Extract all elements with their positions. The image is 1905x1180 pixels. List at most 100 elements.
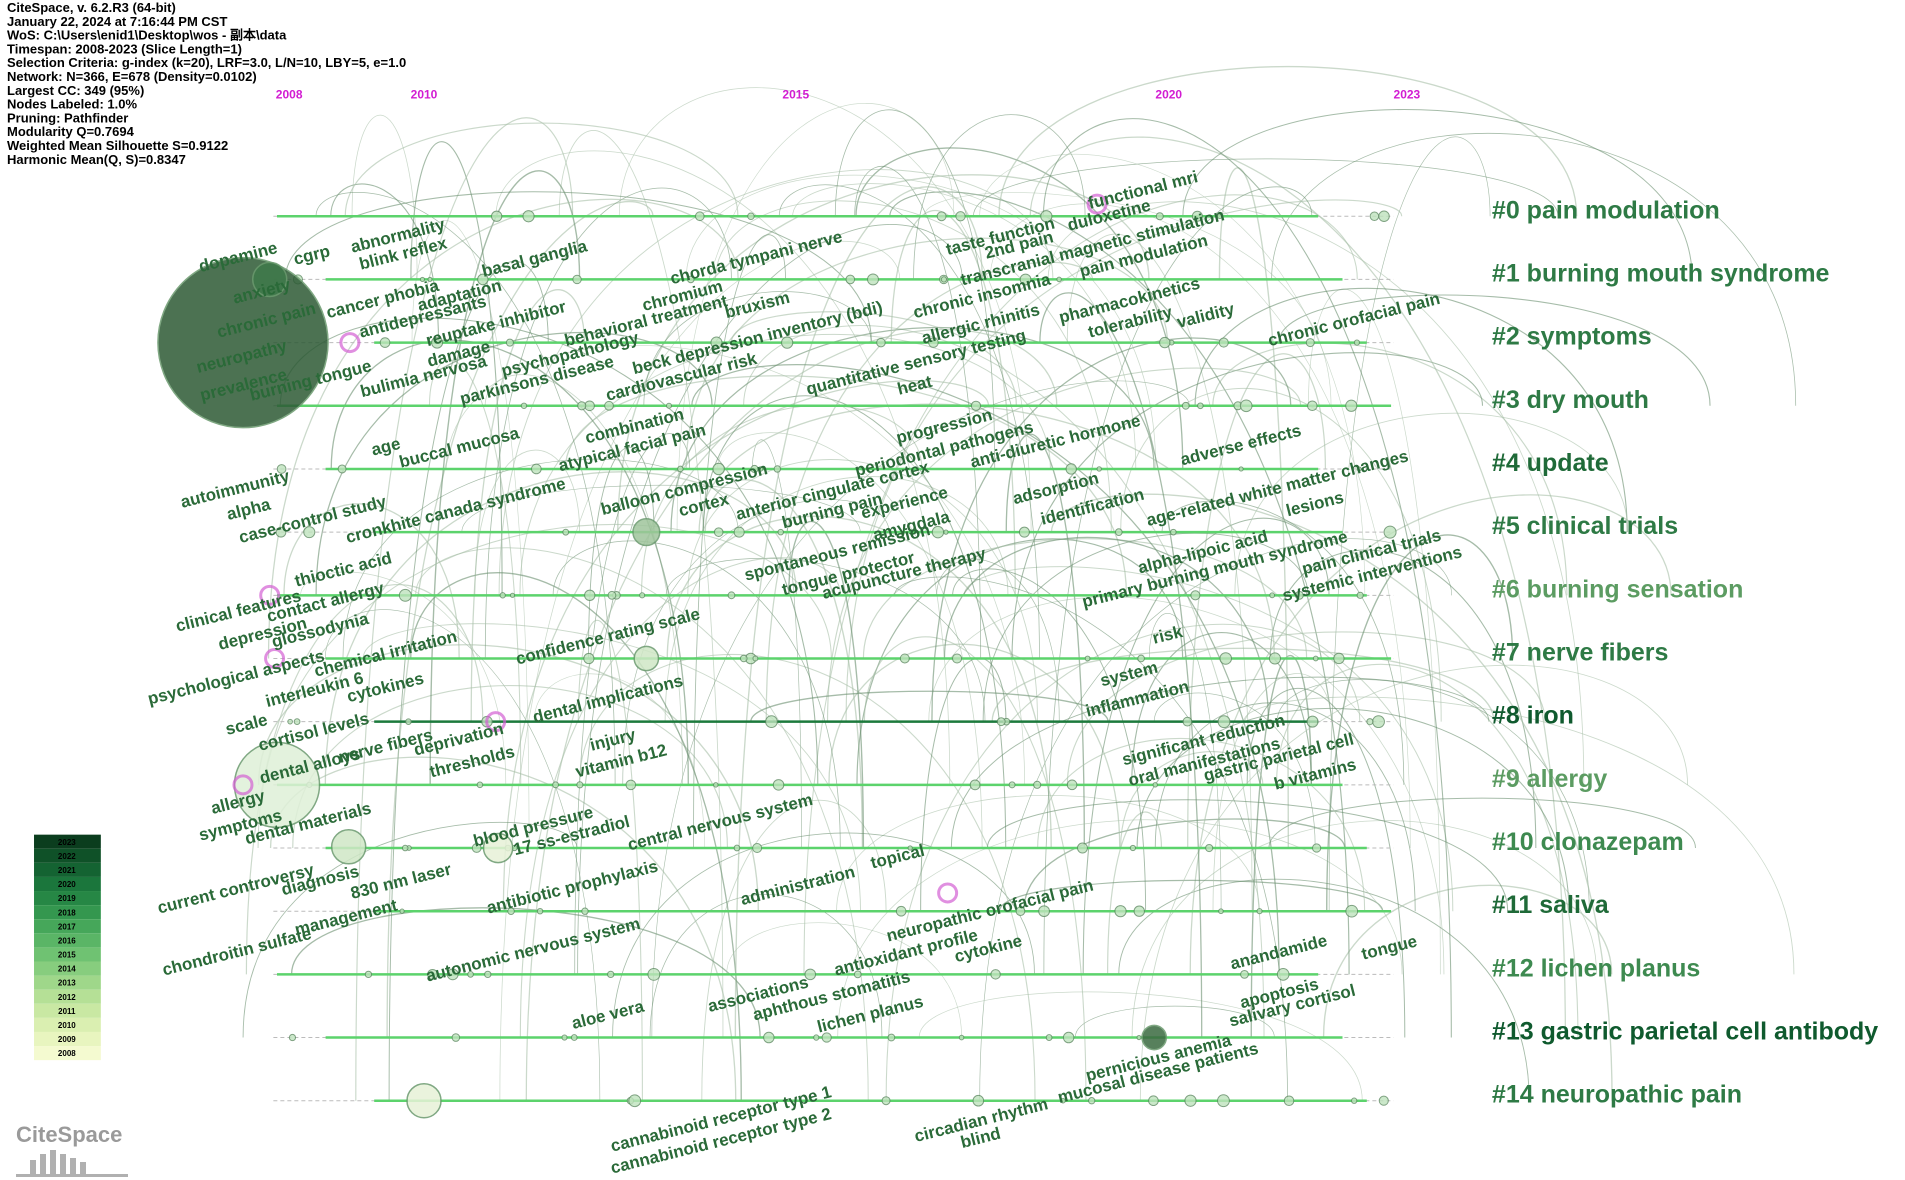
node [1152, 782, 1158, 788]
node [431, 336, 444, 349]
legend-swatch [34, 919, 101, 934]
node [1333, 652, 1345, 665]
node [845, 274, 856, 285]
edge [1029, 136, 1567, 1038]
node [750, 464, 759, 474]
node [1269, 592, 1276, 599]
hub-node [330, 829, 367, 865]
node [940, 276, 948, 283]
edge [687, 459, 1039, 722]
legend-swatch [34, 1031, 101, 1047]
node [1268, 652, 1282, 665]
node [427, 276, 433, 282]
keyword: tongue [1360, 932, 1420, 964]
year-label: 2015 [782, 87, 809, 101]
edge [701, 799, 887, 1101]
edge [1136, 707, 1570, 912]
keyword: administration [739, 862, 857, 909]
edge [1039, 292, 1203, 1038]
node [1217, 715, 1231, 729]
edge [792, 183, 1137, 469]
edge [685, 237, 1169, 469]
node [1060, 1097, 1066, 1104]
node [639, 592, 646, 599]
node [876, 337, 886, 348]
node [895, 905, 907, 917]
legend-swatch [34, 933, 101, 948]
node [1191, 210, 1203, 222]
edge [1037, 738, 1366, 912]
node [288, 1033, 297, 1042]
edge [788, 520, 865, 849]
node [813, 1034, 820, 1041]
edge [765, 261, 1094, 722]
legend-swatch [34, 961, 101, 976]
header-line: Timespan: 2008-2023 (Slice Length=1) [7, 41, 242, 56]
edge [863, 636, 1087, 1101]
node [477, 273, 489, 286]
node [712, 462, 725, 476]
node [713, 527, 724, 537]
node [1155, 212, 1164, 221]
node [647, 967, 661, 981]
cluster-label: #3 dry mouth [1492, 386, 1649, 414]
edge [1118, 878, 1530, 1101]
header-line: WoS: C:\Users\enid1\Desktop\wos - 副本\dat… [7, 28, 287, 43]
header-line: Weighted Mean Silhouette S=0.9122 [7, 138, 228, 153]
legend-swatch [34, 862, 101, 877]
hub-node [1141, 1024, 1168, 1051]
edge [564, 375, 1128, 596]
edge [973, 158, 1559, 217]
node [584, 589, 596, 601]
node [887, 1033, 896, 1042]
node [398, 588, 412, 602]
cluster-label: #6 burning sensation [1492, 575, 1743, 603]
legend-year: 2010 [58, 1021, 76, 1030]
edge [1066, 631, 1546, 785]
legend-swatch [34, 1046, 101, 1061]
node [1350, 1097, 1358, 1104]
edge [698, 403, 1275, 659]
node [337, 464, 347, 474]
edge [834, 109, 996, 469]
edge [1131, 632, 1312, 785]
logo: CiteSpace [16, 1122, 122, 1147]
node [581, 907, 589, 915]
keyword: adverse effects [1178, 421, 1303, 469]
node [1276, 968, 1290, 981]
edge [979, 538, 1452, 1101]
legend-year: 2013 [58, 979, 76, 988]
node [401, 844, 409, 852]
keyword: chondroitin sulfate [160, 924, 313, 979]
cluster-label: #9 allergy [1492, 765, 1607, 793]
node [476, 781, 484, 789]
node [1305, 338, 1315, 348]
node [1129, 844, 1137, 852]
edge [267, 198, 739, 659]
node [1205, 843, 1214, 853]
node [1256, 908, 1263, 915]
legend-year: 2019 [58, 894, 76, 903]
edge [928, 596, 1445, 975]
year-label: 2020 [1155, 87, 1182, 101]
edge [837, 819, 1403, 1038]
node [1159, 336, 1171, 349]
edge [666, 515, 1052, 849]
edge [1005, 433, 1085, 849]
node [1311, 843, 1322, 853]
cluster-label: #2 symptoms [1492, 323, 1652, 351]
node [772, 779, 785, 791]
legend-year: 2011 [58, 1007, 76, 1016]
header-line: Largest CC: 349 (95%) [7, 83, 144, 98]
node [303, 526, 316, 539]
header-line: Selection Criteria: g-index (k=20), LRF=… [7, 55, 406, 70]
node [625, 779, 637, 791]
edge [920, 657, 1007, 912]
node [405, 718, 412, 725]
node [1018, 526, 1030, 538]
node [1372, 715, 1385, 729]
edge [1107, 811, 1163, 975]
node [1190, 590, 1201, 601]
edge [855, 147, 1184, 469]
edge [826, 367, 1302, 722]
